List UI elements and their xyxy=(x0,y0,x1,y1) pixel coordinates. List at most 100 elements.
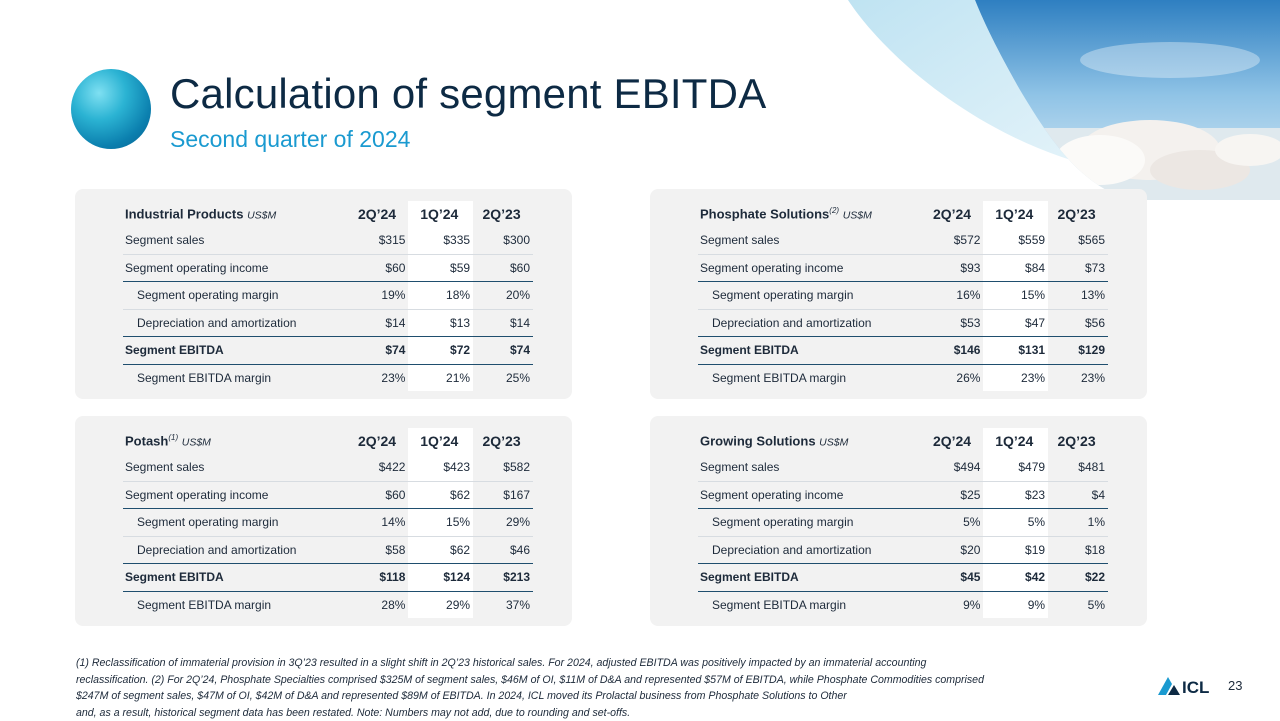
table-row: Segment operating income$93$84$73 xyxy=(698,254,1108,282)
row-label: Depreciation and amortization xyxy=(123,309,349,337)
cell-value: $74 xyxy=(349,337,409,365)
cell-value: 23% xyxy=(1048,364,1108,391)
cell-value: $53 xyxy=(924,309,984,337)
cell-value: 14% xyxy=(349,509,409,537)
row-label: Segment operating margin xyxy=(123,509,349,537)
cell-value: $74 xyxy=(473,337,533,365)
row-label: Segment sales xyxy=(698,227,924,254)
column-header: 1Q’24 xyxy=(408,428,473,454)
cell-value: $60 xyxy=(473,254,533,282)
cell-value: $118 xyxy=(349,564,409,592)
row-label: Segment EBITDA margin xyxy=(123,591,349,618)
cell-value: $494 xyxy=(924,454,984,481)
cell-value: 37% xyxy=(473,591,533,618)
column-header: 1Q’24 xyxy=(983,201,1048,227)
page-number: 23 xyxy=(1228,678,1242,693)
cell-value: $13 xyxy=(408,309,473,337)
cell-value: $46 xyxy=(473,536,533,564)
column-header: 2Q’23 xyxy=(1048,428,1108,454)
cell-value: $335 xyxy=(408,227,473,254)
cell-value: $56 xyxy=(1048,309,1108,337)
cell-value: $72 xyxy=(408,337,473,365)
table-row: Segment EBITDA$118$124$213 xyxy=(123,564,533,592)
column-header: 2Q’23 xyxy=(473,428,533,454)
cell-value: 29% xyxy=(473,509,533,537)
footnote-line: reclassification. (2) For 2Q’24, Phospha… xyxy=(76,672,1146,689)
row-label: Segment operating income xyxy=(698,254,924,282)
segment-name-text: Phosphate Solutions xyxy=(700,207,829,222)
cell-value: $20 xyxy=(924,536,984,564)
cell-value: $59 xyxy=(408,254,473,282)
row-label: Segment operating margin xyxy=(698,509,924,537)
footnote-line: (1) Reclassification of immaterial provi… xyxy=(76,655,1146,672)
row-label: Segment operating income xyxy=(123,481,349,509)
segment-name-text: Industrial Products xyxy=(125,207,243,222)
decorative-orb xyxy=(71,69,151,149)
segment-name: Industrial Products US$M xyxy=(123,201,349,227)
cell-value: $47 xyxy=(983,309,1048,337)
table-row: Segment EBITDA$146$131$129 xyxy=(698,337,1108,365)
cell-value: 5% xyxy=(983,509,1048,537)
cell-value: $423 xyxy=(408,454,473,481)
table-row: Segment sales$572$559$565 xyxy=(698,227,1108,254)
row-label: Depreciation and amortization xyxy=(698,536,924,564)
column-header: 2Q’23 xyxy=(1048,201,1108,227)
cell-value: 23% xyxy=(349,364,409,391)
unit-label: US$M xyxy=(182,437,211,449)
footnote-marker: (2) xyxy=(829,206,839,215)
cell-value: $45 xyxy=(924,564,984,592)
row-label: Depreciation and amortization xyxy=(123,536,349,564)
cell-value: $42 xyxy=(983,564,1048,592)
column-header: 2Q’24 xyxy=(924,201,984,227)
cell-value: $213 xyxy=(473,564,533,592)
cell-value: $73 xyxy=(1048,254,1108,282)
table-row: Segment operating income$25$23$4 xyxy=(698,481,1108,509)
table-row: Segment operating income$60$59$60 xyxy=(123,254,533,282)
cell-value: $582 xyxy=(473,454,533,481)
cell-value: $62 xyxy=(408,536,473,564)
page-subtitle: Second quarter of 2024 xyxy=(170,126,410,153)
page-title: Calculation of segment EBITDA xyxy=(170,70,766,118)
cell-value: $4 xyxy=(1048,481,1108,509)
column-header: 2Q’23 xyxy=(473,201,533,227)
table-row: Depreciation and amortization$14$13$14 xyxy=(123,309,533,337)
row-label: Segment operating income xyxy=(698,481,924,509)
row-label: Segment sales xyxy=(698,454,924,481)
icl-logo: ICL xyxy=(1156,673,1216,697)
cell-value: $559 xyxy=(983,227,1048,254)
segment-name-text: Potash xyxy=(125,434,168,449)
segment-name: Phosphate Solutions(2) US$M xyxy=(698,201,924,227)
segment-name-text: Growing Solutions xyxy=(700,434,816,449)
cell-value: $131 xyxy=(983,337,1048,365)
row-label: Segment operating margin xyxy=(698,282,924,310)
cell-value: 13% xyxy=(1048,282,1108,310)
cell-value: 18% xyxy=(408,282,473,310)
cell-value: $58 xyxy=(349,536,409,564)
cell-value: 15% xyxy=(408,509,473,537)
row-label: Segment sales xyxy=(123,454,349,481)
row-label: Segment operating income xyxy=(123,254,349,282)
cell-value: $300 xyxy=(473,227,533,254)
footnote: (1) Reclassification of immaterial provi… xyxy=(76,655,1146,721)
cell-value: $565 xyxy=(1048,227,1108,254)
table-row: Depreciation and amortization$53$47$56 xyxy=(698,309,1108,337)
cell-value: $60 xyxy=(349,254,409,282)
cell-value: 16% xyxy=(924,282,984,310)
cell-value: $19 xyxy=(983,536,1048,564)
column-header: 1Q’24 xyxy=(983,428,1048,454)
cell-value: $84 xyxy=(983,254,1048,282)
column-header: 2Q’24 xyxy=(349,201,409,227)
